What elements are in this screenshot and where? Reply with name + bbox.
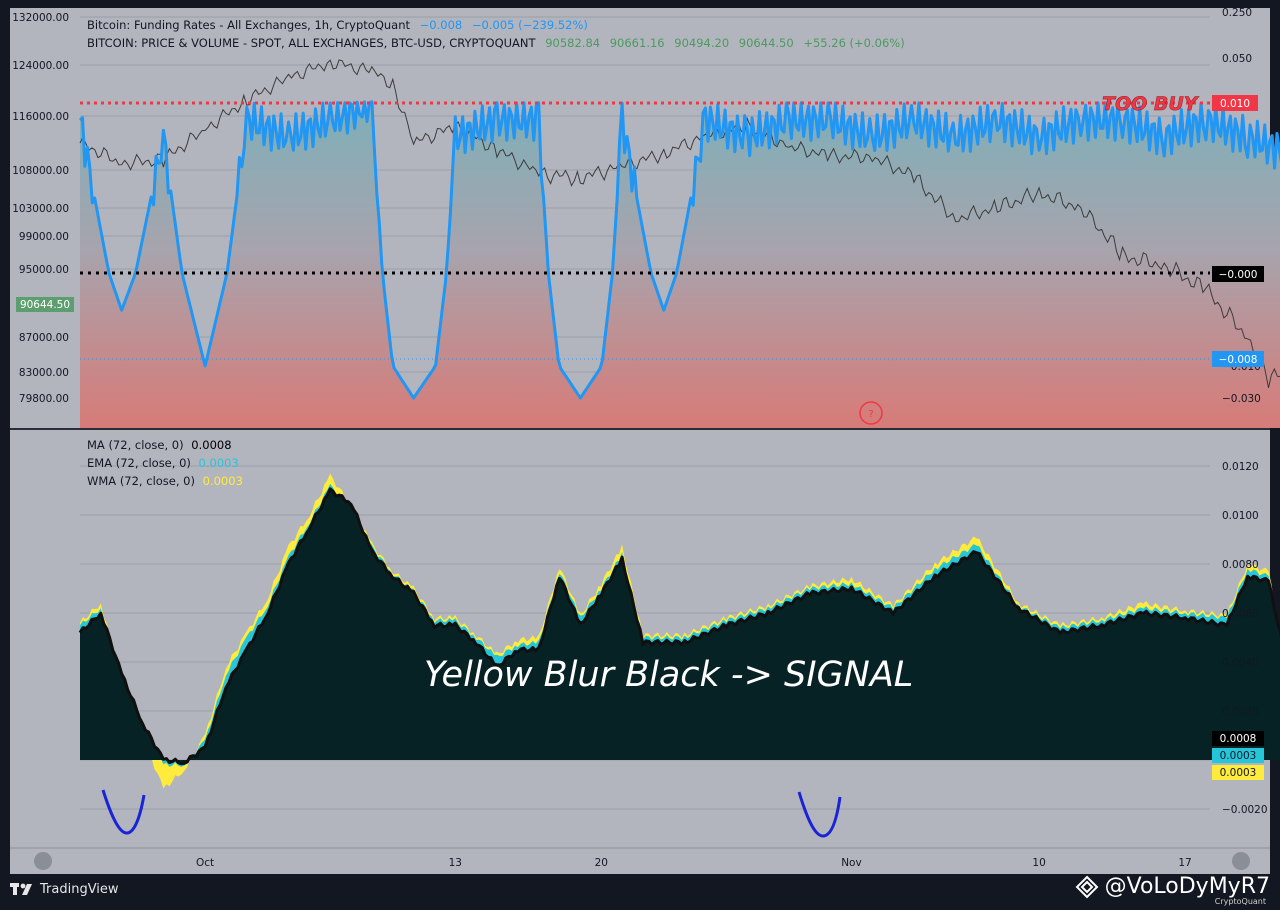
funding-rate-line xyxy=(79,100,1280,400)
ma-value: 0.0008 xyxy=(1220,733,1257,745)
too-buy-value: 0.010 xyxy=(1220,98,1250,110)
funding-tick-label: 0.250 xyxy=(1222,7,1252,19)
price-label-box xyxy=(16,297,74,312)
legend-wma: WMA (72, close, 0) 0.0003 xyxy=(87,474,243,488)
current-funding-value: −0.008 xyxy=(1219,354,1258,366)
price-tick-label: 99000.00 xyxy=(19,231,69,243)
legend-ema: EMA (72, close, 0) 0.0003 xyxy=(87,456,239,470)
too-buy-annotation: TOO BUY xyxy=(1102,93,1200,115)
scroll-right-handle[interactable] xyxy=(1232,852,1250,870)
ema-value-box xyxy=(1212,748,1264,763)
wma-value: 0.0003 xyxy=(1220,767,1257,779)
ma-value-box xyxy=(1212,731,1264,746)
zero-value: −0.000 xyxy=(1219,269,1258,281)
ema-value: 0.0003 xyxy=(1220,750,1257,762)
indicator-tick-label: 0.0020 xyxy=(1222,706,1259,718)
price-tick-label: 116000.00 xyxy=(12,111,69,123)
time-tick-label: Nov xyxy=(841,857,862,869)
time-axis[interactable] xyxy=(10,848,1270,874)
current-funding-box xyxy=(1212,351,1264,367)
indicator-tick-label: 0.0040 xyxy=(1222,657,1259,669)
price-tick-label: 95000.00 xyxy=(19,264,69,276)
legend-ma: MA (72, close, 0) 0.0008 xyxy=(87,438,232,452)
question-marker[interactable] xyxy=(859,401,883,425)
indicator-tick-label: 0.0060 xyxy=(1222,608,1259,620)
time-tick-label: 20 xyxy=(595,857,608,869)
ma-line xyxy=(78,487,1280,766)
indicator-tick-label: 0.0120 xyxy=(1222,461,1259,473)
too-buy-value-box xyxy=(1212,95,1258,111)
scroll-left-handle[interactable] xyxy=(34,852,52,870)
cryptoquant-diamond-icon xyxy=(1075,875,1099,898)
bottom-marker-left xyxy=(101,789,146,835)
question-marker-glyph: ? xyxy=(868,409,873,420)
btc-price-line xyxy=(79,59,1280,389)
tradingview-label: TradingView xyxy=(40,882,119,897)
time-tick-label: 10 xyxy=(1032,857,1045,869)
price-tick-label: 87000.00 xyxy=(19,332,69,344)
indicator-tick-label: 0.0080 xyxy=(1222,559,1259,571)
watermark-text: @VoLoDyMyR7 xyxy=(1104,874,1270,899)
signal-annotation: Yellow Blur Black -> SIGNAL xyxy=(424,655,913,695)
tradingview-logo[interactable]: TradingView xyxy=(10,882,119,897)
watermark-sub: CryptoQuant xyxy=(1214,897,1266,906)
price-tick-label: 83000.00 xyxy=(19,367,69,379)
zero-value-box xyxy=(1212,266,1264,282)
legend-funding: Bitcoin: Funding Rates - All Exchanges, … xyxy=(87,18,588,32)
price-tick-label: 124000.00 xyxy=(12,60,69,72)
price-tick-label: 79800.00 xyxy=(19,393,69,405)
time-tick-label: 17 xyxy=(1178,857,1191,869)
funding-rate-area xyxy=(80,101,1280,428)
funding-tick-label: 0.050 xyxy=(1222,53,1252,65)
bottom-marker-right xyxy=(797,791,842,838)
watermark: @VoLoDyMyR7 xyxy=(1075,874,1270,899)
footer-bar xyxy=(0,875,1280,910)
price-tick-label: 132000.00 xyxy=(12,12,69,24)
price-tick-label: 103000.00 xyxy=(12,203,69,215)
indicator-tick-label: 0.0100 xyxy=(1222,510,1259,522)
price-tick-label: 108000.00 xyxy=(12,165,69,177)
time-tick-label: Oct xyxy=(196,857,214,869)
funding-tick-label: −0.030 xyxy=(1222,393,1261,405)
wma-value-box xyxy=(1212,765,1264,780)
legend-price: BITCOIN: PRICE & VOLUME - SPOT, ALL EXCH… xyxy=(87,36,905,50)
indicator-tick-label: −0.0020 xyxy=(1222,804,1268,816)
price-label: 90644.50 xyxy=(20,299,70,311)
time-tick-label: 13 xyxy=(449,857,462,869)
tradingview-mark-icon xyxy=(10,882,32,895)
